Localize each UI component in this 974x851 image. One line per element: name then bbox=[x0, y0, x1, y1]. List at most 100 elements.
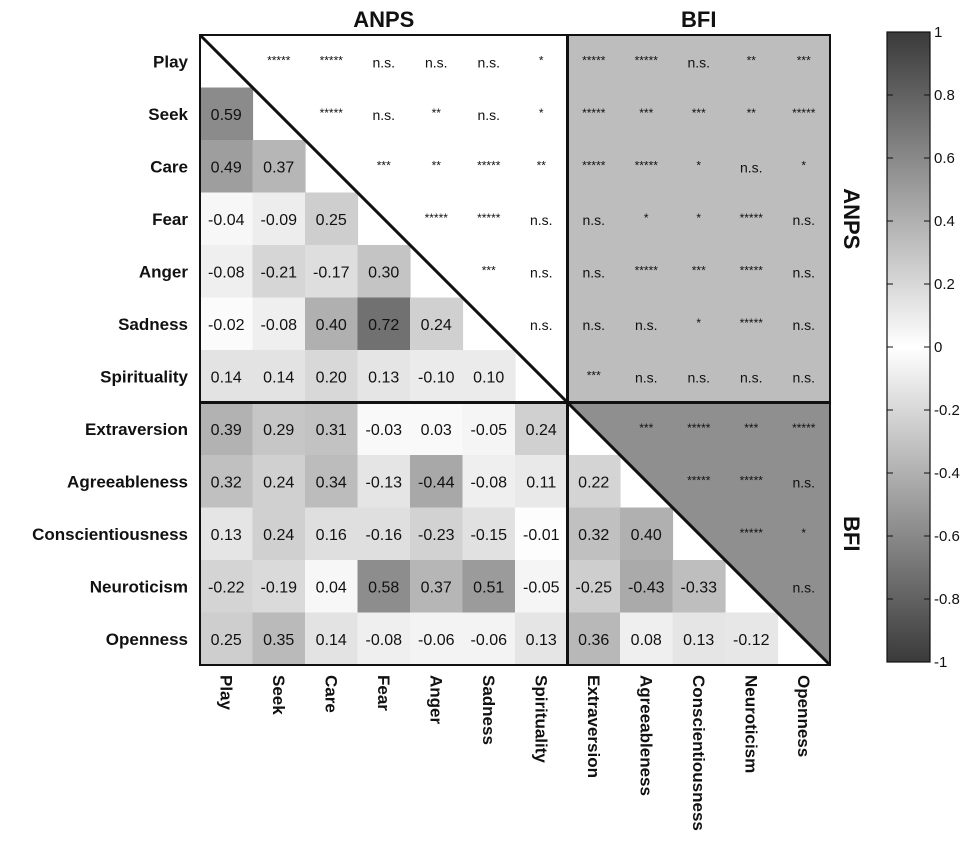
sig-label-fear-sadness: ***** bbox=[477, 211, 501, 225]
value-label-extraversion-fear: -0.03 bbox=[366, 422, 403, 439]
sig-label-fear-agreeableness: * bbox=[644, 211, 649, 225]
value-label-extraversion-spirituality: 0.24 bbox=[526, 422, 557, 439]
sig-label-agreeableness-neuroticism: ***** bbox=[740, 473, 764, 487]
cell-agreeableness-play bbox=[200, 455, 254, 509]
sig-label-extraversion-conscientiousness: ***** bbox=[687, 421, 711, 435]
sig-label-play-fear: n.s. bbox=[372, 54, 395, 70]
sig-label-care-agreeableness: ***** bbox=[635, 158, 659, 172]
sig-label-seek-sadness: n.s. bbox=[477, 107, 500, 123]
cell-agreeableness-sadness bbox=[462, 455, 516, 509]
value-label-sadness-fear: 0.72 bbox=[368, 317, 399, 334]
cell-fear-play bbox=[200, 192, 254, 246]
row-label-seek: Seek bbox=[148, 105, 188, 124]
sig-label-seek-spirituality: * bbox=[539, 106, 544, 120]
col-label-fear: Fear bbox=[374, 675, 393, 711]
sig-label-sadness-neuroticism: ***** bbox=[740, 316, 764, 330]
cell-fear-seek bbox=[252, 192, 306, 246]
value-label-agreeableness-care: 0.34 bbox=[316, 474, 347, 491]
value-label-anger-seek: -0.21 bbox=[261, 264, 298, 281]
cell-spirituality-sadness bbox=[462, 350, 516, 404]
value-label-agreeableness-seek: 0.24 bbox=[263, 474, 294, 491]
col-label-conscientiousness: Conscientiousness bbox=[689, 675, 708, 831]
sig-label-seek-conscientiousness: *** bbox=[692, 106, 706, 120]
value-label-openness-sadness: -0.06 bbox=[471, 632, 508, 649]
cell-conscientiousness-fear bbox=[357, 507, 411, 561]
sig-label-fear-anger: ***** bbox=[425, 211, 449, 225]
colorbar: 1 0.8 0.6 0.4 0.2 0 -0.2 -0.4 -0.6 -0.8 -1 bbox=[886, 24, 960, 671]
cell-openness-fear bbox=[357, 612, 411, 666]
value-label-openness-care: 0.14 bbox=[316, 632, 347, 649]
row-label-neuroticism: Neuroticism bbox=[90, 577, 188, 596]
sig-label-anger-conscientiousness: *** bbox=[692, 263, 706, 277]
row-label-conscientiousness: Conscientiousness bbox=[32, 525, 188, 544]
row-label-care: Care bbox=[150, 157, 188, 176]
sig-label-spirituality-conscientiousness: n.s. bbox=[687, 369, 710, 385]
colorbar-tick-label: -0.4 bbox=[934, 465, 960, 482]
value-label-agreeableness-extraversion: 0.22 bbox=[578, 474, 609, 491]
sig-label-fear-neuroticism: ***** bbox=[740, 211, 764, 225]
cell-agreeableness-spirituality bbox=[515, 455, 569, 509]
cell-spirituality-anger bbox=[410, 350, 464, 404]
value-label-openness-anger: -0.06 bbox=[418, 632, 455, 649]
cell-sadness-fear bbox=[357, 297, 411, 351]
cell-neuroticism-seek bbox=[252, 560, 306, 614]
cell-anger-fear bbox=[357, 245, 411, 299]
cell-extraversion-sadness bbox=[462, 402, 516, 456]
value-label-spirituality-fear: 0.13 bbox=[368, 369, 399, 386]
group-label-top-bfi: BFI bbox=[681, 7, 716, 32]
value-label-agreeableness-spirituality: 0.11 bbox=[526, 474, 556, 491]
value-label-openness-neuroticism: -0.12 bbox=[733, 632, 770, 649]
cell-agreeableness-care bbox=[305, 455, 359, 509]
sig-label-agreeableness-openness: n.s. bbox=[792, 474, 815, 490]
sig-label-anger-sadness: *** bbox=[482, 263, 496, 277]
cell-agreeableness-anger bbox=[410, 455, 464, 509]
cell-spirituality-fear bbox=[357, 350, 411, 404]
block-anps-bfi-bg bbox=[567, 35, 830, 403]
cell-sadness-play bbox=[200, 297, 254, 351]
value-label-neuroticism-agreeableness: -0.43 bbox=[628, 579, 665, 596]
sig-label-play-sadness: n.s. bbox=[477, 54, 500, 70]
cell-conscientiousness-play bbox=[200, 507, 254, 561]
sig-label-care-openness: * bbox=[801, 158, 806, 172]
colorbar-tick-label: 0.8 bbox=[934, 87, 955, 104]
value-label-sadness-seek: -0.08 bbox=[261, 317, 298, 334]
diagonal-anps bbox=[198, 33, 569, 404]
row-label-spirituality: Spirituality bbox=[100, 367, 188, 386]
cell-conscientiousness-agreeableness bbox=[620, 507, 674, 561]
colorbar-tick-label: -1 bbox=[934, 654, 947, 671]
value-label-neuroticism-seek: -0.19 bbox=[261, 579, 298, 596]
sig-label-play-conscientiousness: n.s. bbox=[687, 54, 710, 70]
cell-openness-neuroticism bbox=[725, 612, 779, 666]
cell-neuroticism-conscientiousness bbox=[672, 560, 726, 614]
colorbar-tick-label: 0 bbox=[934, 339, 942, 356]
colorbar-tick-label: 0.6 bbox=[934, 150, 955, 167]
cell-spirituality-play bbox=[200, 350, 254, 404]
value-label-fear-care: 0.25 bbox=[316, 212, 347, 229]
cell-neuroticism-anger bbox=[410, 560, 464, 614]
cell-extraversion-play bbox=[200, 402, 254, 456]
value-label-conscientiousness-spirituality: -0.01 bbox=[523, 527, 560, 544]
sig-label-extraversion-neuroticism: *** bbox=[744, 421, 758, 435]
value-label-neuroticism-play: -0.22 bbox=[208, 579, 245, 596]
colorbar-tick-label: 1 bbox=[934, 24, 942, 41]
colorbar-tick-label: -0.8 bbox=[934, 591, 960, 608]
value-label-spirituality-anger: -0.10 bbox=[418, 369, 455, 386]
value-label-conscientiousness-seek: 0.24 bbox=[263, 527, 294, 544]
cell-conscientiousness-spirituality bbox=[515, 507, 569, 561]
cell-agreeableness-fear bbox=[357, 455, 411, 509]
row-label-anger: Anger bbox=[139, 262, 189, 281]
value-label-extraversion-seek: 0.29 bbox=[263, 422, 294, 439]
row-label-play: Play bbox=[153, 52, 189, 71]
value-label-seek-play: 0.59 bbox=[211, 107, 242, 124]
col-label-sadness: Sadness bbox=[479, 675, 498, 745]
sig-label-care-sadness: ***** bbox=[477, 158, 501, 172]
col-label-seek: Seek bbox=[269, 675, 288, 715]
cell-extraversion-anger bbox=[410, 402, 464, 456]
group-label-right-bfi: BFI bbox=[839, 516, 864, 551]
sig-label-conscientiousness-openness: * bbox=[801, 526, 806, 540]
sig-label-sadness-agreeableness: n.s. bbox=[635, 317, 658, 333]
colorbar-tick-label: 0.2 bbox=[934, 276, 955, 293]
value-label-sadness-anger: 0.24 bbox=[421, 317, 452, 334]
sig-label-anger-openness: n.s. bbox=[792, 264, 815, 280]
